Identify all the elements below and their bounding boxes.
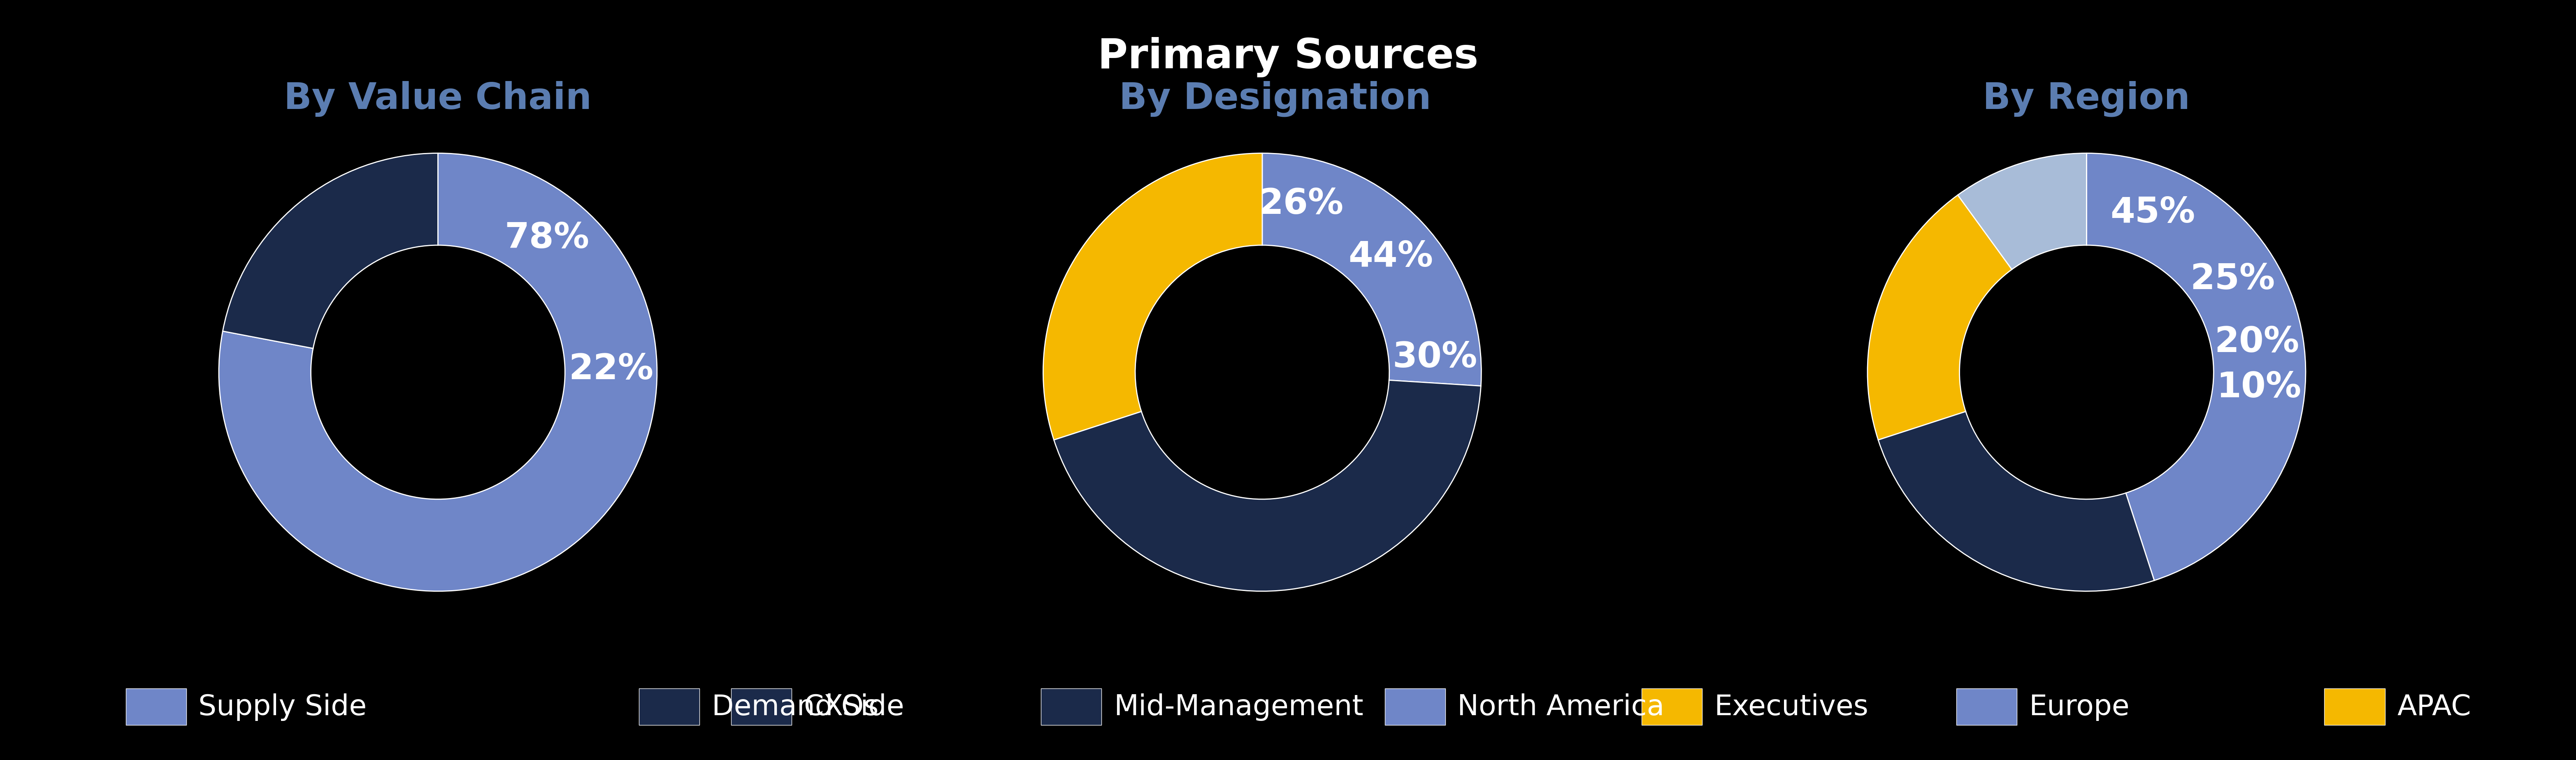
Text: 30%: 30% [1391, 340, 1476, 375]
FancyBboxPatch shape [1041, 689, 1103, 725]
Text: 44%: 44% [1347, 239, 1432, 274]
FancyBboxPatch shape [732, 689, 791, 725]
Text: 45%: 45% [2110, 195, 2195, 230]
Wedge shape [219, 154, 657, 591]
FancyBboxPatch shape [639, 689, 701, 725]
Text: North America: North America [1458, 693, 1664, 720]
Wedge shape [2087, 154, 2306, 581]
Text: APAC: APAC [2398, 693, 2470, 720]
FancyBboxPatch shape [2324, 689, 2385, 725]
FancyBboxPatch shape [1955, 689, 2017, 725]
Wedge shape [1262, 154, 1481, 386]
Wedge shape [1868, 195, 2012, 440]
Text: Primary Sources: Primary Sources [1097, 36, 1479, 78]
Wedge shape [222, 154, 438, 349]
Wedge shape [1958, 154, 2087, 270]
Text: 20%: 20% [2215, 325, 2300, 359]
Text: Executives: Executives [1713, 693, 1868, 720]
Text: 10%: 10% [2215, 370, 2300, 404]
FancyBboxPatch shape [1641, 689, 1703, 725]
Text: Supply Side: Supply Side [198, 693, 366, 720]
Text: Demand Side: Demand Side [711, 693, 904, 720]
Text: 22%: 22% [569, 353, 654, 386]
Wedge shape [1054, 380, 1481, 591]
Wedge shape [1043, 154, 1262, 440]
Text: By Region: By Region [1984, 81, 2190, 117]
Text: CXOs: CXOs [804, 693, 878, 720]
FancyBboxPatch shape [126, 689, 185, 725]
Text: By Value Chain: By Value Chain [283, 81, 592, 117]
Wedge shape [1878, 412, 2154, 591]
Text: Europe: Europe [2030, 693, 2130, 720]
Text: 25%: 25% [2190, 262, 2275, 296]
Text: 26%: 26% [1260, 187, 1345, 221]
Text: Mid-Management: Mid-Management [1113, 693, 1363, 720]
FancyBboxPatch shape [1386, 689, 1445, 725]
Text: By Designation: By Designation [1118, 81, 1432, 117]
Text: 78%: 78% [505, 221, 590, 255]
